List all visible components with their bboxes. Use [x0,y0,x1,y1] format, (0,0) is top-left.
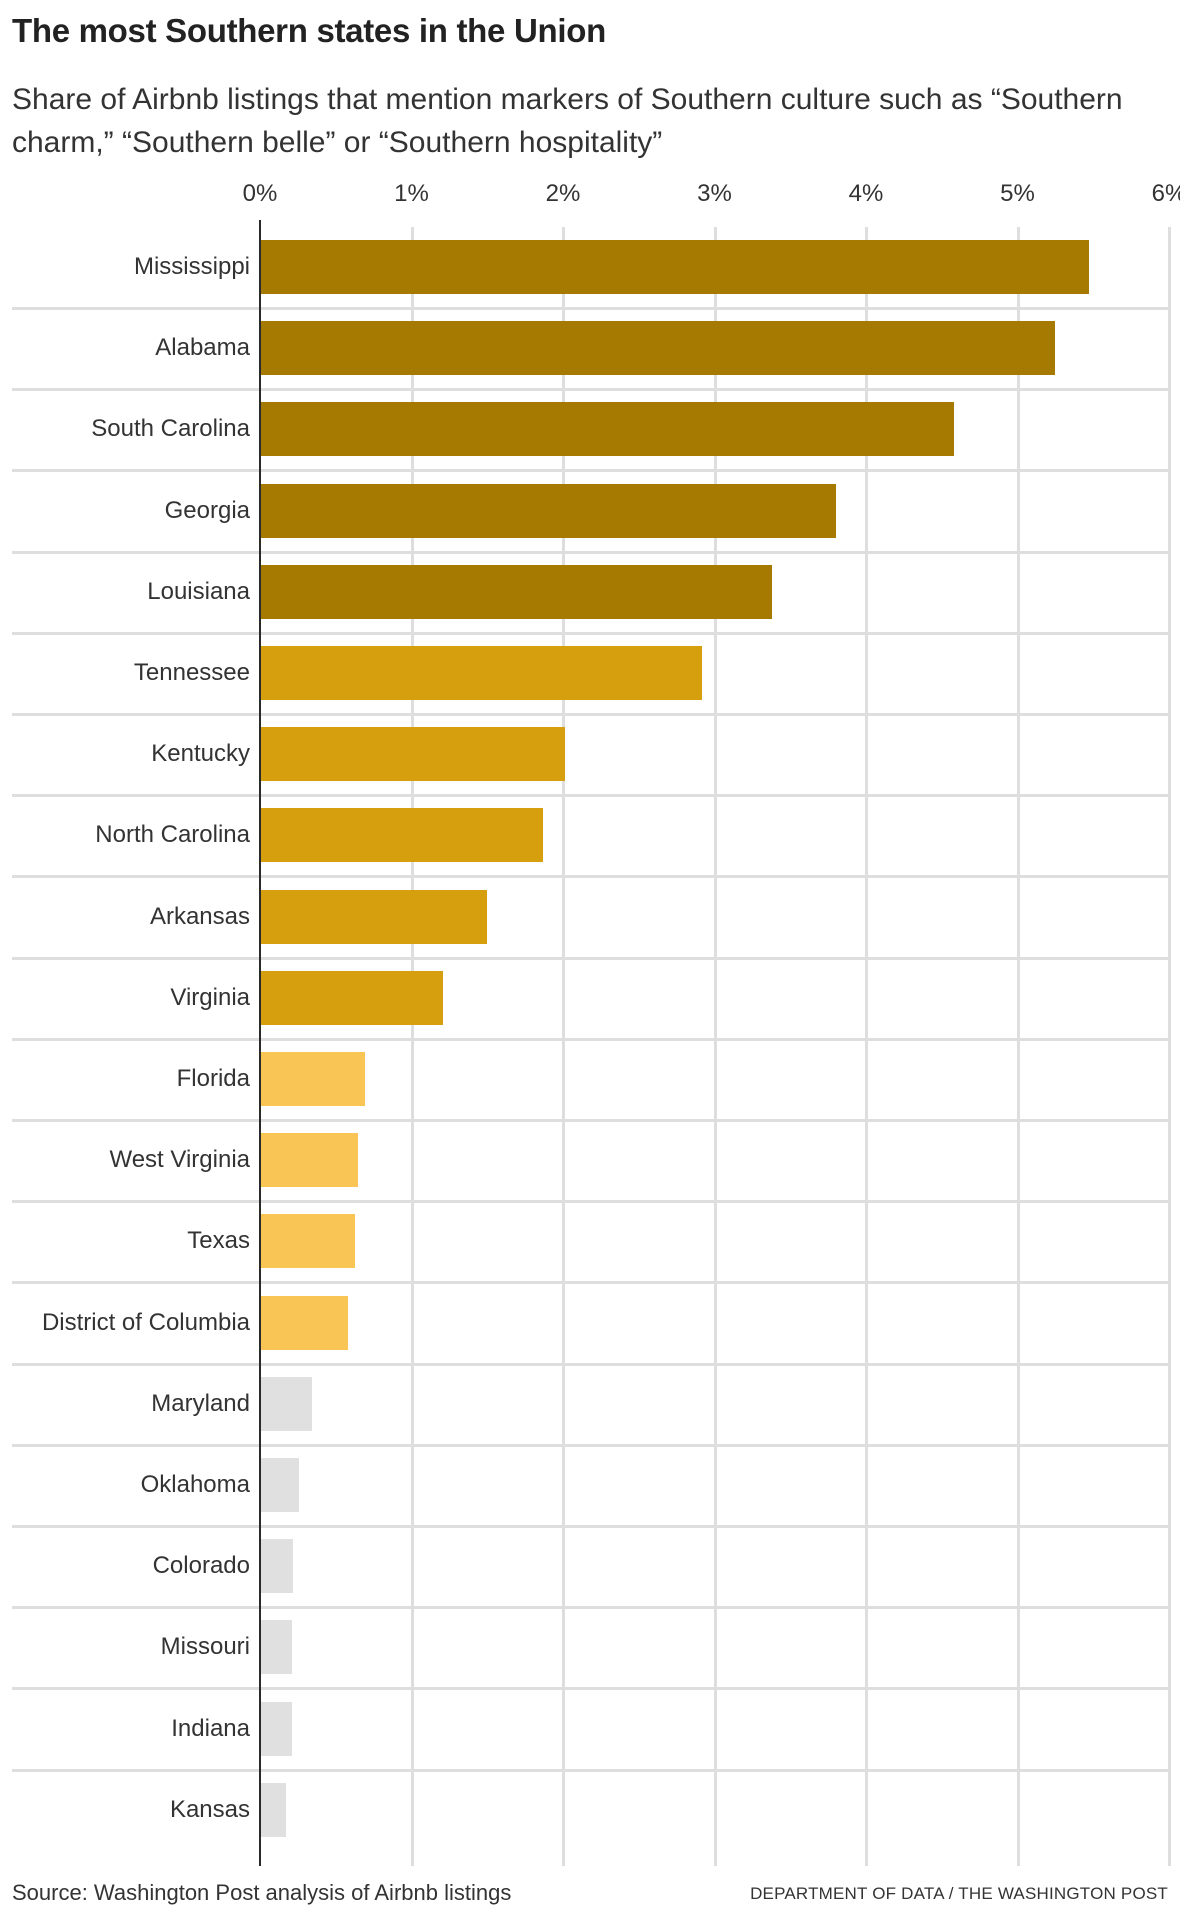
x-tick-label: 1% [394,180,429,207]
bar-mississippi [261,240,1089,294]
row-separator [12,1525,1169,1528]
y-axis-line [259,220,261,1866]
category-label: Louisiana [147,577,250,605]
bar-north-carolina [261,808,544,863]
bar-district-of-columbia [261,1295,348,1350]
x-tick-label: 6% [1151,180,1180,207]
bar-georgia [261,483,836,538]
category-label: Arkansas [149,902,250,930]
row-separator [12,875,1169,879]
row-separator [12,1200,1169,1204]
gridline-vertical [713,227,717,1866]
credit-line: DEPARTMENT OF DATA / THE WASHINGTON POST [750,1884,1168,1903]
row-separator [12,1687,1169,1691]
bar-louisiana [261,564,773,619]
row-separator [12,631,1169,635]
category-label: Colorado [152,1552,250,1580]
x-tick-label: 3% [697,180,732,207]
bar-virginia [261,970,444,1025]
row-separator [12,469,1169,473]
category-label: Alabama [155,334,250,362]
bar-tennessee [261,646,703,700]
row-separator [12,550,1169,554]
row-separator [12,388,1169,392]
row-separator [12,1037,1169,1041]
gridline-vertical [865,227,868,1866]
row-separator [12,1443,1169,1447]
bar-maryland [261,1376,312,1431]
bar-arkansas [261,889,488,944]
row-separator [12,1768,1169,1772]
bar-florida [261,1052,365,1106]
category-label: Kansas [169,1795,250,1823]
bar-alabama [261,321,1056,376]
gridline-vertical [1016,227,1020,1866]
category-label: Mississippi [133,253,250,280]
row-separator [12,794,1169,798]
bar-texas [261,1214,356,1269]
row-separator [12,713,1169,716]
category-label: Maryland [151,1389,250,1417]
category-label: Missouri [160,1633,250,1661]
category-label: Georgia [164,496,250,524]
row-separator [12,1362,1169,1366]
bar-kansas [261,1782,286,1837]
bar-missouri [261,1620,292,1675]
x-tick-label: 2% [545,180,581,207]
bar-south-carolina [261,402,954,457]
category-label: Kentucky [151,740,250,768]
bar-indiana [261,1701,292,1756]
row-separator [12,1281,1169,1285]
x-tick-label: 5% [1000,180,1035,207]
category-label: West Virginia [109,1146,250,1174]
category-label: Oklahoma [140,1471,250,1498]
row-separator [12,956,1169,960]
row-separator [12,1606,1169,1610]
source-note: Source: Washington Post analysis of Airb… [12,1880,512,1905]
category-label: Texas [187,1227,250,1255]
bar-west-virginia [261,1133,359,1188]
row-separator [12,307,1169,310]
bar-oklahoma [261,1458,300,1512]
bar-kentucky [261,727,565,782]
category-label: Indiana [171,1714,250,1742]
x-tick-label: 0% [242,180,278,207]
bar-colorado [261,1539,294,1594]
row-separator [12,1119,1169,1122]
chart-title: The most Southern states in the Union [12,12,606,49]
category-label: North Carolina [95,821,250,849]
gridline-vertical [562,227,565,1866]
category-label: Virginia [170,983,250,1011]
gridline-vertical [1168,227,1171,1866]
category-label: Florida [176,1065,250,1092]
chart-subtitle: Share of Airbnb listings that mention ma… [12,83,1123,159]
x-tick-label: 4% [848,180,884,207]
gridline-vertical [410,227,414,1866]
category-label: South Carolina [91,415,250,443]
category-label: District of Columbia [41,1308,250,1336]
category-label: Tennessee [133,659,250,686]
